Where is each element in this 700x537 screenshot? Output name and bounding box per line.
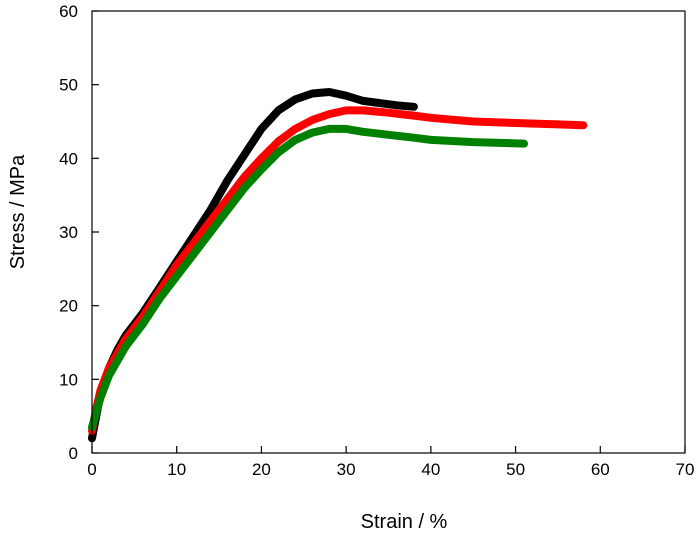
- y-tick-label: 60: [59, 2, 78, 21]
- plot-frame: [91, 10, 686, 454]
- x-tick-label: 70: [676, 460, 695, 479]
- y-tick-label: 10: [59, 370, 78, 389]
- x-tick-label: 20: [252, 460, 271, 479]
- y-tick-label: 0: [69, 444, 78, 463]
- y-tick-label: 30: [59, 223, 78, 242]
- series-layer: [88, 88, 588, 443]
- x-tick-label: 60: [591, 460, 610, 479]
- series-line-3: [88, 124, 528, 432]
- x-tick-label: 50: [506, 460, 525, 479]
- y-tick-label: 20: [59, 297, 78, 316]
- x-tick-label: 0: [87, 460, 96, 479]
- axis-layer: 0 10 20 30 40 50 60 70 0 10 20 30 40 50 60: [59, 2, 694, 479]
- y-tick-label: 50: [59, 76, 78, 95]
- y-axis-title: Stress / MPa: [7, 154, 29, 269]
- x-tick-label: 10: [167, 460, 186, 479]
- x-tick-label: 40: [421, 460, 440, 479]
- x-axis-title: Strain / %: [361, 511, 448, 533]
- x-tick-label: 30: [337, 460, 356, 479]
- y-tick-label: 40: [59, 149, 78, 168]
- series-line-1: [88, 88, 418, 443]
- series-line-2: [88, 106, 588, 435]
